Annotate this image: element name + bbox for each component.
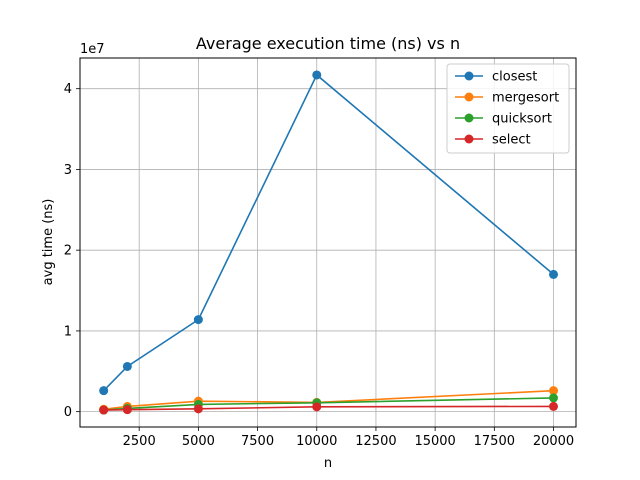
legend-label: quicksort bbox=[492, 112, 552, 127]
data-point-mergesort bbox=[549, 386, 559, 396]
legend-label: mergesort bbox=[492, 91, 559, 106]
data-point-closest bbox=[193, 315, 203, 325]
x-tick-label: 20000 bbox=[533, 434, 574, 449]
legend-item-quicksort: quicksort bbox=[455, 112, 552, 127]
x-tick-label: 10000 bbox=[296, 434, 337, 449]
plot-area bbox=[79, 57, 577, 428]
chart-title: Average execution time (ns) vs n bbox=[196, 34, 460, 53]
legend-marker bbox=[464, 134, 474, 144]
x-axis-label: n bbox=[324, 456, 332, 471]
series-closest bbox=[99, 70, 559, 396]
x-tick-label: 12500 bbox=[355, 434, 396, 449]
data-point-quicksort bbox=[549, 393, 559, 403]
series-select bbox=[99, 401, 559, 415]
x-tick-label: 5000 bbox=[182, 434, 215, 449]
legend-marker bbox=[464, 71, 474, 81]
data-point-select bbox=[312, 402, 322, 412]
data-point-select bbox=[99, 405, 109, 415]
data-point-closest bbox=[99, 386, 109, 396]
legend-item-select: select bbox=[455, 133, 531, 148]
legend-box bbox=[446, 63, 570, 154]
x-tick-label: 15000 bbox=[414, 434, 455, 449]
data-point-closest bbox=[549, 269, 559, 279]
legend-label: select bbox=[492, 133, 531, 148]
data-point-select bbox=[122, 405, 132, 415]
axis-ticks: 2500 5000 7500 10000 12500 15000 17500 20000 0 1 2… bbox=[64, 82, 574, 449]
y-tick-label: 2 bbox=[64, 244, 72, 259]
y-axis-label: avg time (ns) bbox=[41, 199, 56, 286]
x-tick-label: 17500 bbox=[474, 434, 515, 449]
legend-marker bbox=[464, 92, 474, 102]
legend-item-closest: closest bbox=[455, 70, 537, 85]
y-tick-label: 1 bbox=[64, 324, 72, 339]
series-lines bbox=[99, 70, 559, 415]
data-point-closest bbox=[122, 361, 132, 371]
y-tick-label: 0 bbox=[64, 405, 72, 420]
data-point-select bbox=[549, 401, 559, 411]
data-point-closest bbox=[312, 70, 322, 80]
y-tick-label: 4 bbox=[64, 82, 72, 97]
x-tick-label: 7500 bbox=[241, 434, 274, 449]
legend-label: closest bbox=[492, 70, 537, 85]
data-point-select bbox=[193, 404, 203, 414]
y-tick-label: 3 bbox=[64, 163, 72, 178]
legend-marker bbox=[464, 113, 474, 123]
x-tick-label: 2500 bbox=[123, 434, 156, 449]
legend: closest mergesort quicksort select bbox=[446, 63, 570, 154]
y-offset-text: 1e7 bbox=[80, 42, 105, 57]
legend-item-mergesort: mergesort bbox=[455, 91, 559, 106]
